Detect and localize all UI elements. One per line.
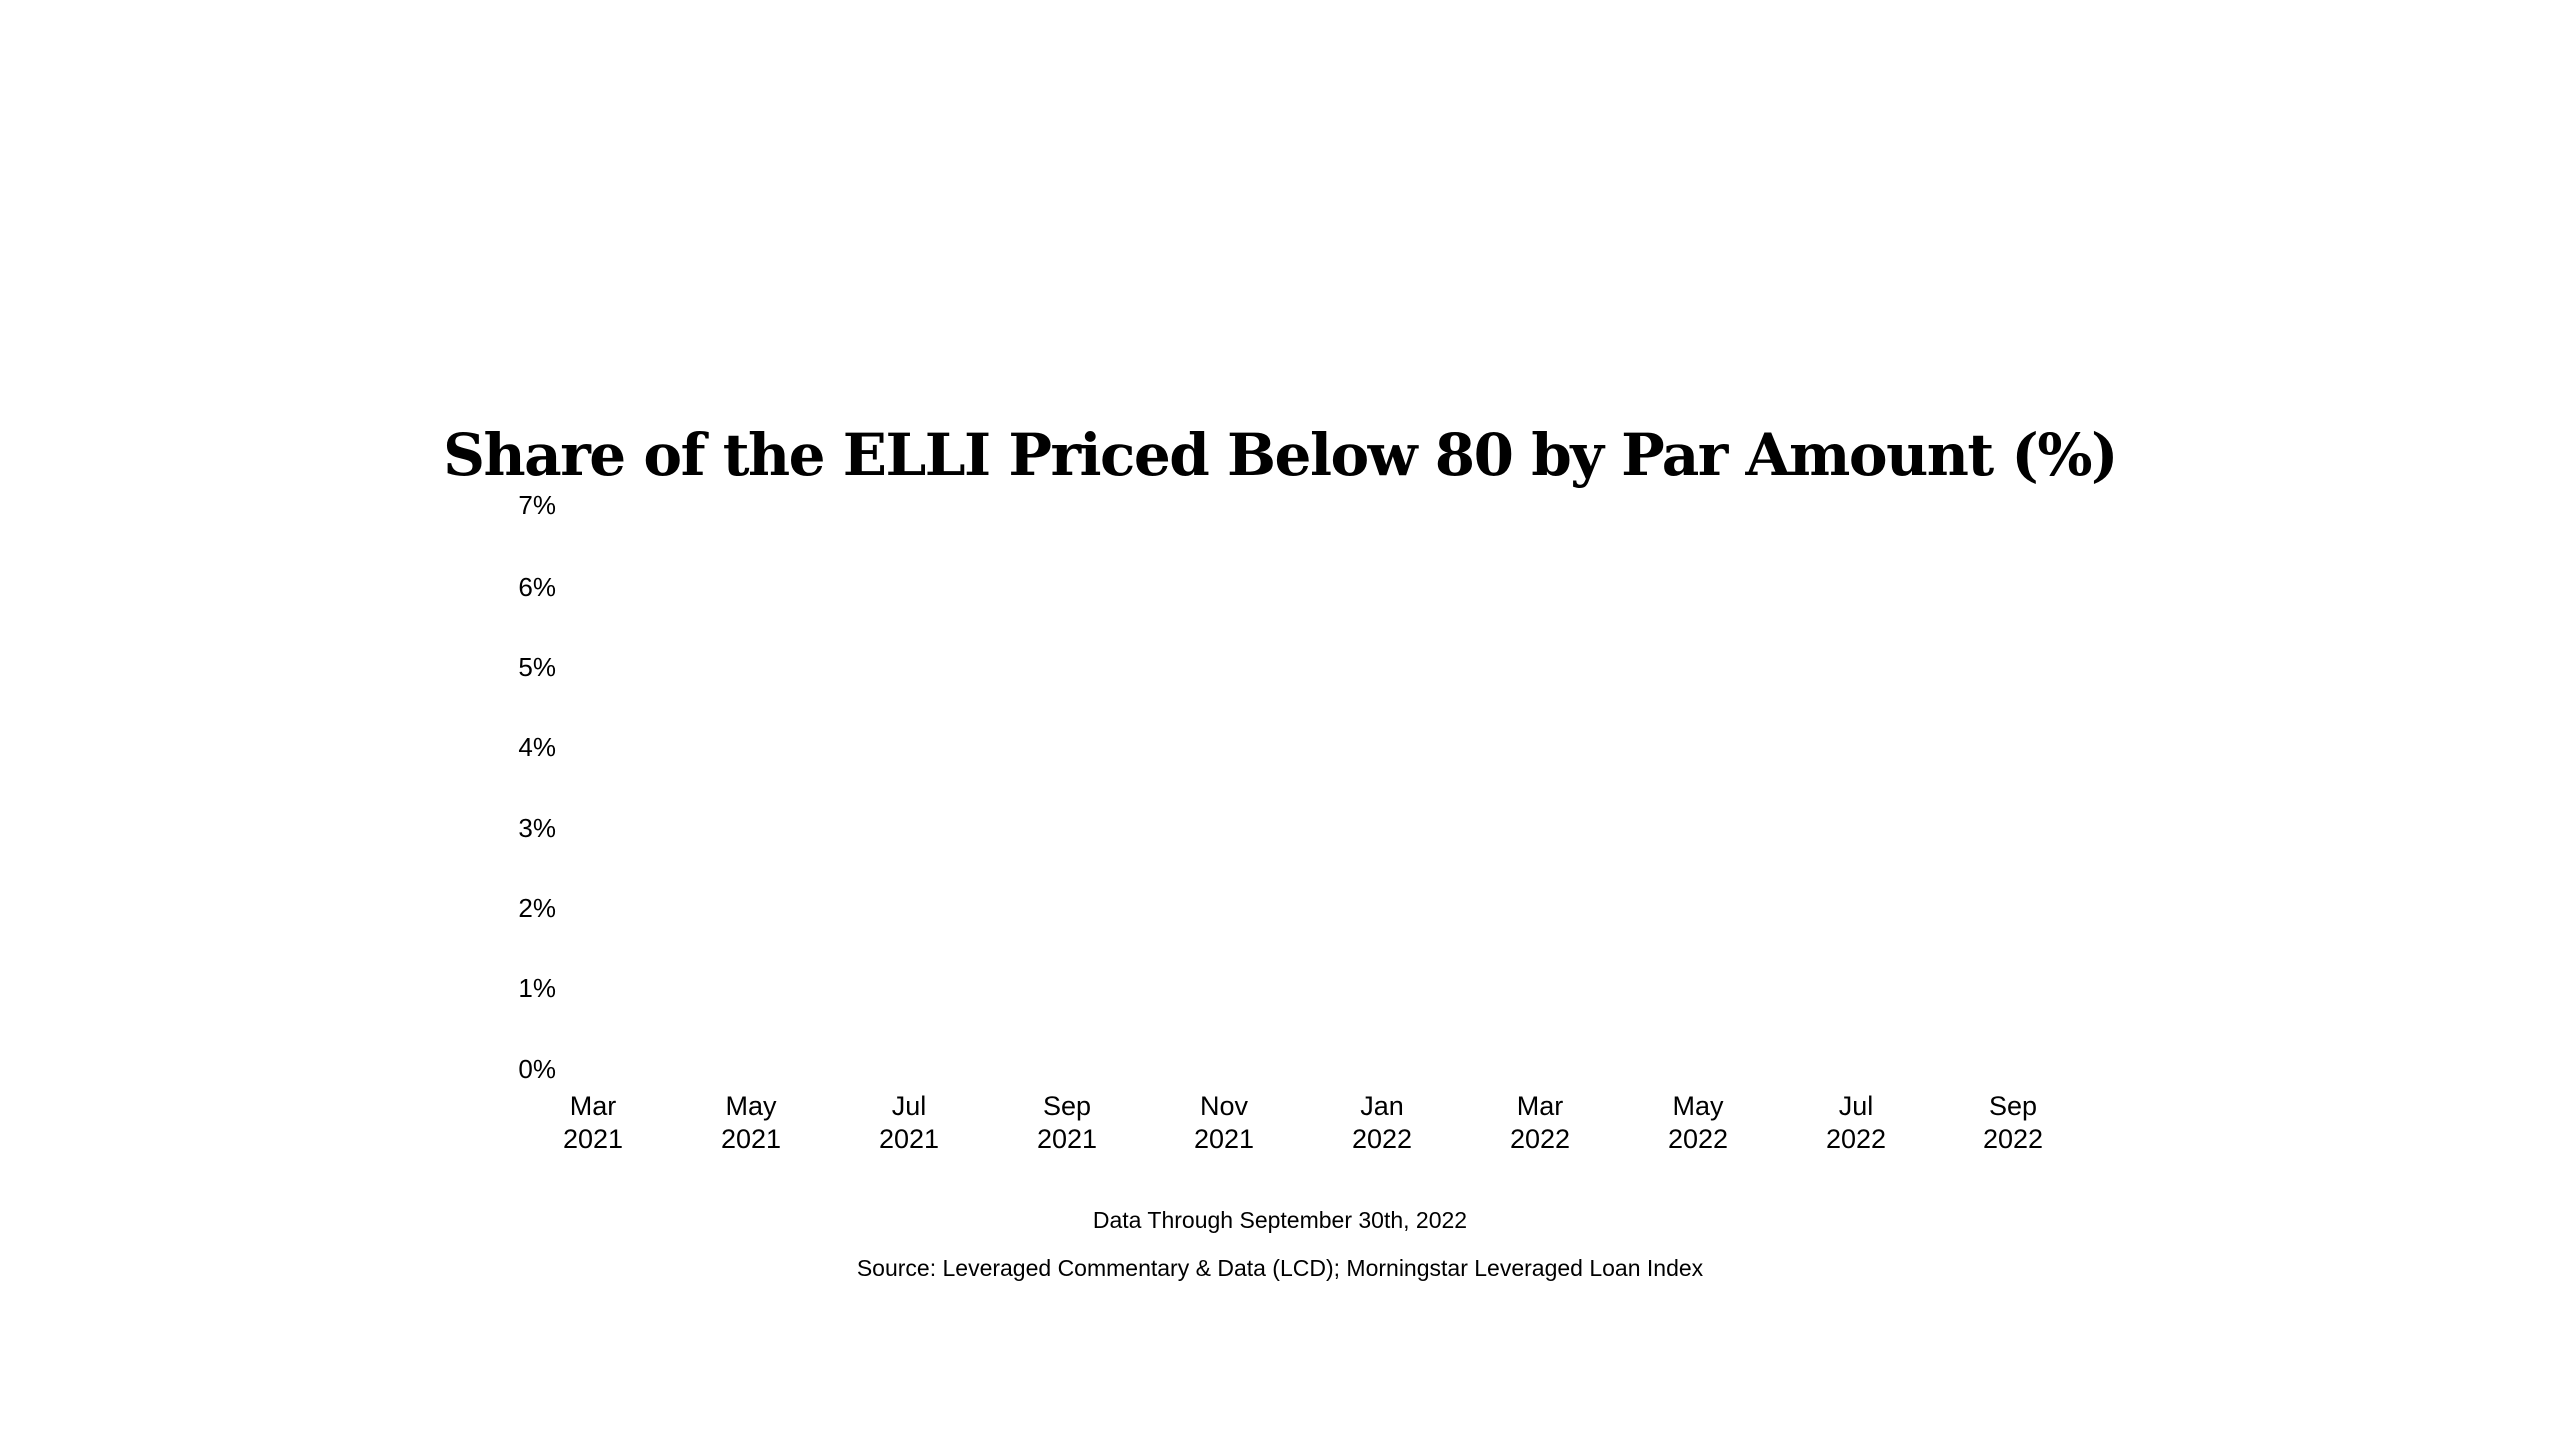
- x-tick-month: Sep: [1042, 1091, 1092, 1121]
- x-tick-label: Jul 2021: [839, 1090, 979, 1156]
- x-tick-month: Jan: [1360, 1091, 1404, 1121]
- x-tick-label: May 2021: [681, 1090, 821, 1156]
- x-tick-year: 2021: [562, 1124, 624, 1154]
- y-tick-label: 6%: [518, 572, 556, 602]
- x-tick-year: 2021: [878, 1124, 940, 1154]
- y-tick-label: 1%: [518, 973, 556, 1003]
- x-tick-year: 2022: [1667, 1124, 1729, 1154]
- x-tick-month: Jul: [891, 1091, 927, 1121]
- x-tick-year: 2021: [1036, 1124, 1098, 1154]
- x-tick-month: Jul: [1838, 1091, 1874, 1121]
- x-tick-label: Mar 2021: [523, 1090, 663, 1156]
- x-tick-label: Jul 2022: [1786, 1090, 1926, 1156]
- y-tick-label: 7%: [518, 490, 556, 520]
- x-tick-month: Mar: [1516, 1091, 1564, 1121]
- data-through-note: Data Through September 30th, 2022: [1092, 1207, 1468, 1233]
- x-tick-year: 2021: [720, 1124, 782, 1154]
- x-tick-month: Sep: [1988, 1091, 2038, 1121]
- x-tick-label: May 2022: [1628, 1090, 1768, 1156]
- x-tick-month: May: [1672, 1091, 1724, 1121]
- x-tick-label: Jan 2022: [1312, 1090, 1452, 1156]
- x-tick-label: Sep 2022: [1943, 1090, 2083, 1156]
- x-tick-label: Sep 2021: [997, 1090, 1137, 1156]
- x-tick-year: 2021: [1193, 1124, 1255, 1154]
- y-tick-label: 5%: [518, 652, 556, 682]
- y-axis: 7% 6% 5% 4% 3% 2% 1% 0%: [480, 0, 556, 1440]
- y-tick-label: 0%: [518, 1054, 556, 1084]
- y-tick-label: 4%: [518, 732, 556, 762]
- x-tick-year: 2022: [1351, 1124, 1413, 1154]
- x-tick-label: Mar 2022: [1470, 1090, 1610, 1156]
- x-tick-label: Nov 2021: [1154, 1090, 1294, 1156]
- x-tick-year: 2022: [1509, 1124, 1571, 1154]
- x-tick-year: 2022: [1825, 1124, 1887, 1154]
- x-tick-year: 2022: [1982, 1124, 2044, 1154]
- source-note: Source: Leveraged Commentary & Data (LCD…: [856, 1255, 1704, 1281]
- y-tick-label: 3%: [518, 813, 556, 843]
- plot-area: [580, 505, 2040, 1069]
- y-tick-label: 2%: [518, 893, 556, 923]
- chart-title: Share of the ELLI Priced Below 80 by Par…: [443, 420, 2118, 489]
- x-axis: Mar 2021 May 2021 Jul 2021 Sep 2021 Nov …: [0, 1090, 2560, 1160]
- x-tick-month: Mar: [569, 1091, 617, 1121]
- x-tick-month: May: [725, 1091, 777, 1121]
- x-tick-month: Nov: [1199, 1091, 1248, 1121]
